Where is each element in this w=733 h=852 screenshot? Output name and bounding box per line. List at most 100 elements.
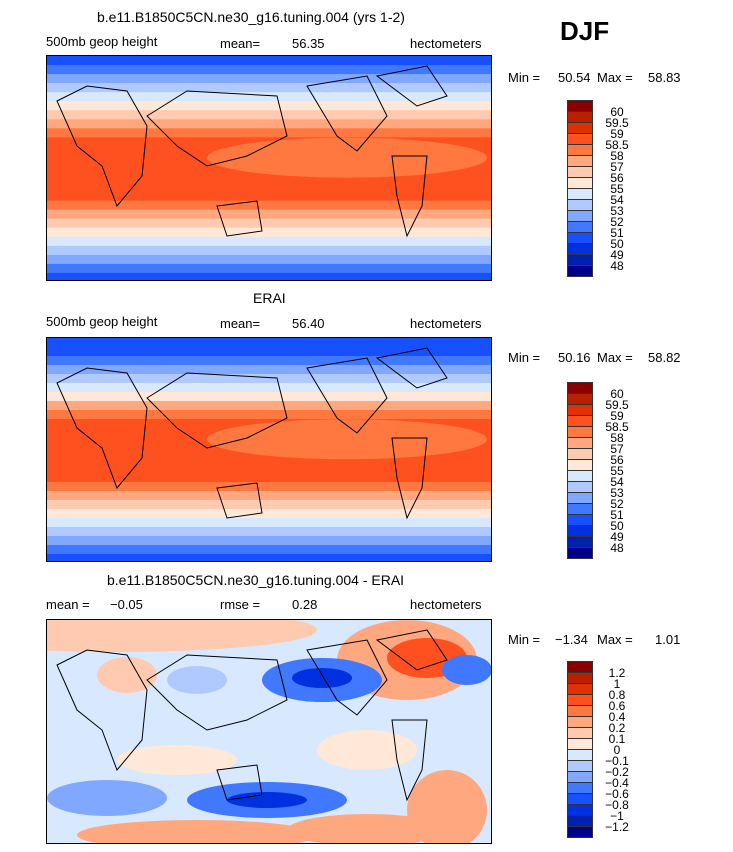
contour-band [47,554,491,561]
contour-band [47,374,491,384]
contour-band [47,509,491,519]
colorbar-swatch [567,265,593,277]
contour-band [47,338,491,348]
colorbar-tick-label: −1.2 [605,820,629,834]
contour-band [47,464,491,474]
colorbar-tick-label: 60 [610,105,624,119]
contour-band [97,657,157,693]
colorbar-swatch [567,705,593,716]
contour-band [47,272,491,280]
colorbar-tick-label: 50 [610,519,624,533]
colorbar-swatch [567,100,593,111]
colorbar-swatch [567,437,593,448]
panel3-title: b.e11.B1850C5CN.ne30_g16.tuning.004 - ER… [107,572,405,588]
contour-band [47,473,491,483]
colorbar-tick-label: 48 [610,259,624,273]
contour-band [47,780,167,816]
contour-band [227,792,307,808]
colorbar-swatch [567,155,593,166]
colorbar-tick-label: 52 [610,215,624,229]
colorbar-tick-label: 59.5 [605,116,629,130]
panel2-colorbar [567,382,593,559]
contour-band [47,236,491,247]
panel1-min-label: Min = [508,70,541,85]
colorbar-swatch [567,404,593,415]
coastline [375,65,448,107]
contour-band [167,666,227,694]
panel2-map [46,337,492,562]
panel2-mean-value: 56.40 [292,316,325,331]
coastline [146,90,288,167]
colorbar-swatch [567,782,593,793]
panel3-max: 1.01 [655,632,681,647]
colorbar-tick-label: 0.6 [608,699,626,713]
contour-band [47,245,491,256]
colorbar-tick-label: 59 [610,409,624,423]
panel3-units: hectometers [410,597,482,612]
panel3-min: −1.34 [555,632,588,647]
colorbar-swatch [567,199,593,210]
contour-band [117,745,237,775]
colorbar-swatch [567,771,593,782]
colorbar-swatch [567,815,593,826]
colorbar-tick-label: 50 [610,237,624,251]
contour-band [47,263,491,274]
contour-band [47,83,491,94]
colorbar-swatch [567,144,593,155]
contour-band [47,101,491,112]
contour-band [47,527,491,537]
colorbar-tick-label: 0.1 [608,732,626,746]
coastline [391,437,428,520]
contour-band [47,356,491,366]
season-label: DJF [560,16,610,46]
contour-band [47,536,491,546]
colorbar-swatch [567,661,593,672]
colorbar-swatch [567,525,593,536]
contour-band [47,56,491,67]
contour-band [317,730,417,770]
colorbar-swatch [567,177,593,188]
panel2-title: ERAI [253,290,286,306]
colorbar-tick-label: −0.6 [605,787,629,801]
colorbar-swatch [567,683,593,694]
colorbar-swatch [567,470,593,481]
contour-band [47,74,491,85]
panel2-min: 50.16 [558,350,591,365]
colorbar-tick-label: 0.4 [608,710,626,724]
colorbar-tick-label: 51 [610,226,624,240]
panel1-title: b.e11.B1850C5CN.ne30_g16.tuning.004 (yrs… [97,9,405,25]
colorbar-swatch [567,503,593,514]
colorbar-tick-label: −0.4 [605,776,629,790]
contour-band [47,92,491,103]
colorbar-swatch [567,492,593,503]
panel1-units: hectometers [410,36,482,51]
coastline [306,75,388,152]
colorbar-tick-label: 58.5 [605,138,629,152]
colorbar-swatch [567,188,593,199]
contour-band [47,383,491,393]
coastline [56,85,148,207]
contour-band [47,365,491,375]
colorbar-swatch [567,738,593,749]
colorbar-tick-label: 52 [610,497,624,511]
coastline [306,357,388,434]
colorbar-swatch [567,727,593,738]
colorbar-tick-label: 56 [610,453,624,467]
coastline [391,155,428,238]
panel2-max: 58.82 [648,350,681,365]
colorbar-swatch [567,111,593,122]
colorbar-swatch [567,393,593,404]
colorbar-tick-label: 48 [610,541,624,555]
contour-band [292,668,352,688]
contour-band [287,814,447,843]
panel2-min-label: Min = [508,350,541,365]
colorbar-swatch [567,221,593,232]
panel3-rmse-label: rmse = [220,597,261,612]
coastline [146,372,288,449]
coastline [375,629,448,671]
colorbar-swatch [567,672,593,683]
colorbar-swatch [567,254,593,265]
colorbar-swatch [567,133,593,144]
colorbar-tick-label: 51 [610,508,624,522]
colorbar-tick-label: −0.2 [605,765,629,779]
